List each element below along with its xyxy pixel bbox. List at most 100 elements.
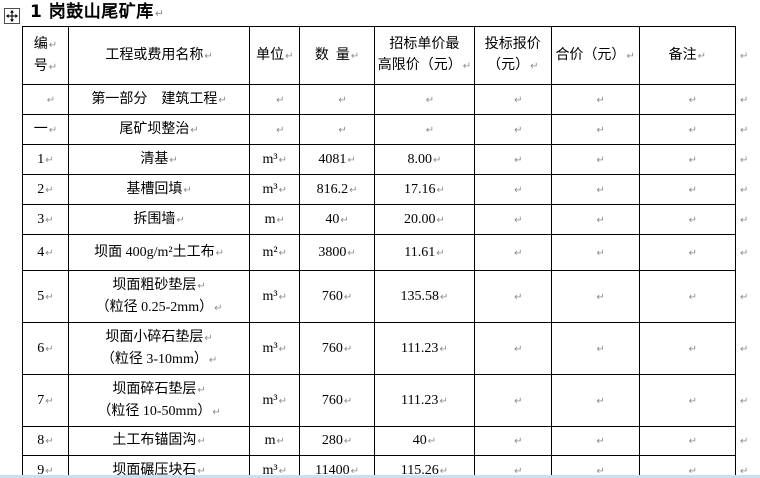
header-unit[interactable]: 单位↵: [249, 26, 301, 85]
cell-max_price[interactable]: ↵: [373, 84, 475, 115]
end-of-cell-mark: ↵: [740, 50, 749, 62]
cell-text: 280: [321, 433, 343, 448]
cell-name[interactable]: 坝面碎石垫层↵ （粒径 10-50mm）↵: [67, 374, 251, 427]
cell-note[interactable]: ↵: [638, 322, 737, 375]
cell-name[interactable]: 坝面小碎石垫层↵ （粒径 3-10mm）↵: [67, 322, 251, 375]
cell-qty[interactable]: 760↵: [299, 270, 375, 323]
cell-qty[interactable]: 280↵: [299, 426, 375, 456]
cell-bid_price[interactable]: ↵: [473, 174, 552, 205]
header-bid_price[interactable]: 投标报价 （元）↵: [473, 26, 552, 85]
cell-bid_price[interactable]: ↵: [473, 234, 552, 271]
cell-total[interactable]: ↵: [550, 144, 640, 175]
cell-max_price[interactable]: 115.26↵: [373, 455, 475, 478]
cell-unit[interactable]: m³↵: [249, 270, 301, 323]
cell-max_price[interactable]: 17.16↵: [373, 174, 475, 205]
cell-max_price[interactable]: ↵: [373, 114, 475, 145]
cell-unit[interactable]: ↵: [249, 84, 301, 115]
cell-name[interactable]: 坝面 400g/m²土工布↵: [67, 234, 251, 271]
cell-unit[interactable]: m↵: [249, 426, 301, 456]
cell-note[interactable]: ↵: [638, 204, 737, 235]
cell-name[interactable]: 第一部分 建筑工程↵: [67, 84, 251, 115]
cell-no[interactable]: 7↵: [22, 374, 69, 427]
cell-no[interactable]: 1↵: [22, 144, 69, 175]
header-total[interactable]: 合价（元）↵: [550, 26, 640, 85]
cell-no[interactable]: 一↵: [22, 114, 69, 145]
cell-name[interactable]: 土工布锚固沟↵: [67, 426, 251, 456]
cell-qty[interactable]: 816.2↵: [299, 174, 375, 205]
section-title[interactable]: 1 岗鼓山尾矿库↵: [30, 1, 164, 23]
cell-note[interactable]: ↵: [638, 144, 737, 175]
cell-name[interactable]: 坝面粗砂垫层↵ （粒径 0.25-2mm）↵: [67, 270, 251, 323]
cell-qty[interactable]: ↵: [299, 84, 375, 115]
cell-bid_price[interactable]: ↵: [473, 144, 552, 175]
cell-total[interactable]: ↵: [550, 374, 640, 427]
header-qty[interactable]: 数 量↵: [299, 26, 375, 85]
cell-unit[interactable]: ↵: [249, 114, 301, 145]
cell-qty[interactable]: 40↵: [299, 204, 375, 235]
cell-no[interactable]: ↵: [22, 84, 69, 115]
header-no[interactable]: 编↵ 号↵: [22, 26, 69, 85]
cell-bid_price[interactable]: ↵: [473, 114, 552, 145]
cell-note[interactable]: ↵: [638, 374, 737, 427]
cell-note[interactable]: ↵: [638, 455, 737, 478]
cell-max_price[interactable]: 111.23↵: [373, 322, 475, 375]
cell-note[interactable]: ↵: [638, 234, 737, 271]
cell-no[interactable]: 8↵: [22, 426, 69, 456]
cell-unit[interactable]: m³↵: [249, 322, 301, 375]
cell-bid_price[interactable]: ↵: [473, 322, 552, 375]
cell-note[interactable]: ↵: [638, 174, 737, 205]
cell-text: （粒径 0.25-2mm）: [95, 299, 214, 315]
cell-total[interactable]: ↵: [550, 270, 640, 323]
cell-max_price[interactable]: 111.23↵: [373, 374, 475, 427]
cell-qty[interactable]: 11400↵: [299, 455, 375, 478]
cell-note[interactable]: ↵: [638, 270, 737, 323]
table-move-handle[interactable]: [4, 8, 20, 24]
cell-total[interactable]: ↵: [550, 426, 640, 456]
cell-bid_price[interactable]: ↵: [473, 84, 552, 115]
cell-total[interactable]: ↵: [550, 174, 640, 205]
cell-unit[interactable]: m↵: [249, 204, 301, 235]
cell-qty[interactable]: ↵: [299, 114, 375, 145]
cell-total[interactable]: ↵: [550, 84, 640, 115]
cell-unit[interactable]: m³↵: [249, 455, 301, 478]
cell-name[interactable]: 尾矿坝整治↵: [67, 114, 251, 145]
cell-bid_price[interactable]: ↵: [473, 204, 552, 235]
cell-no[interactable]: 6↵: [22, 322, 69, 375]
end-of-cell-mark: ↵: [218, 94, 227, 106]
cell-max_price[interactable]: 135.58↵: [373, 270, 475, 323]
cell-name[interactable]: 基槽回填↵: [67, 174, 251, 205]
cell-max_price[interactable]: 40↵: [373, 426, 475, 456]
cell-qty[interactable]: 760↵: [299, 374, 375, 427]
cell-name[interactable]: 拆围墙↵: [67, 204, 251, 235]
cell-no[interactable]: 5↵: [22, 270, 69, 323]
cell-max_price[interactable]: 20.00↵: [373, 204, 475, 235]
cell-unit[interactable]: m³↵: [249, 174, 301, 205]
cell-unit[interactable]: m³↵: [249, 374, 301, 427]
cell-name[interactable]: 清基↵: [67, 144, 251, 175]
cell-qty[interactable]: 760↵: [299, 322, 375, 375]
cell-bid_price[interactable]: ↵: [473, 270, 552, 323]
header-max_price[interactable]: 招标单价最 高限价（元）↵: [373, 26, 475, 85]
cell-total[interactable]: ↵: [550, 114, 640, 145]
cell-total[interactable]: ↵: [550, 234, 640, 271]
cell-total[interactable]: ↵: [550, 204, 640, 235]
cell-bid_price[interactable]: ↵: [473, 374, 552, 427]
cell-note[interactable]: ↵: [638, 114, 737, 145]
cell-no[interactable]: 3↵: [22, 204, 69, 235]
cell-qty[interactable]: 3800↵: [299, 234, 375, 271]
header-name[interactable]: 工程或费用名称↵: [67, 26, 251, 85]
cell-note[interactable]: ↵: [638, 84, 737, 115]
cell-no[interactable]: 4↵: [22, 234, 69, 271]
cell-no[interactable]: 2↵: [22, 174, 69, 205]
cell-unit[interactable]: m²↵: [249, 234, 301, 271]
cell-qty[interactable]: 4081↵: [299, 144, 375, 175]
header-note[interactable]: 备注↵: [638, 26, 737, 85]
cell-name[interactable]: 坝面碾压块石↵: [67, 455, 251, 478]
cell-bid_price[interactable]: ↵: [473, 426, 552, 456]
cell-note[interactable]: ↵: [638, 426, 737, 456]
cell-text: 8: [37, 433, 45, 448]
cell-total[interactable]: ↵: [550, 322, 640, 375]
cell-max_price[interactable]: 8.00↵: [373, 144, 475, 175]
cell-max_price[interactable]: 11.61↵: [373, 234, 475, 271]
cell-unit[interactable]: m³↵: [249, 144, 301, 175]
